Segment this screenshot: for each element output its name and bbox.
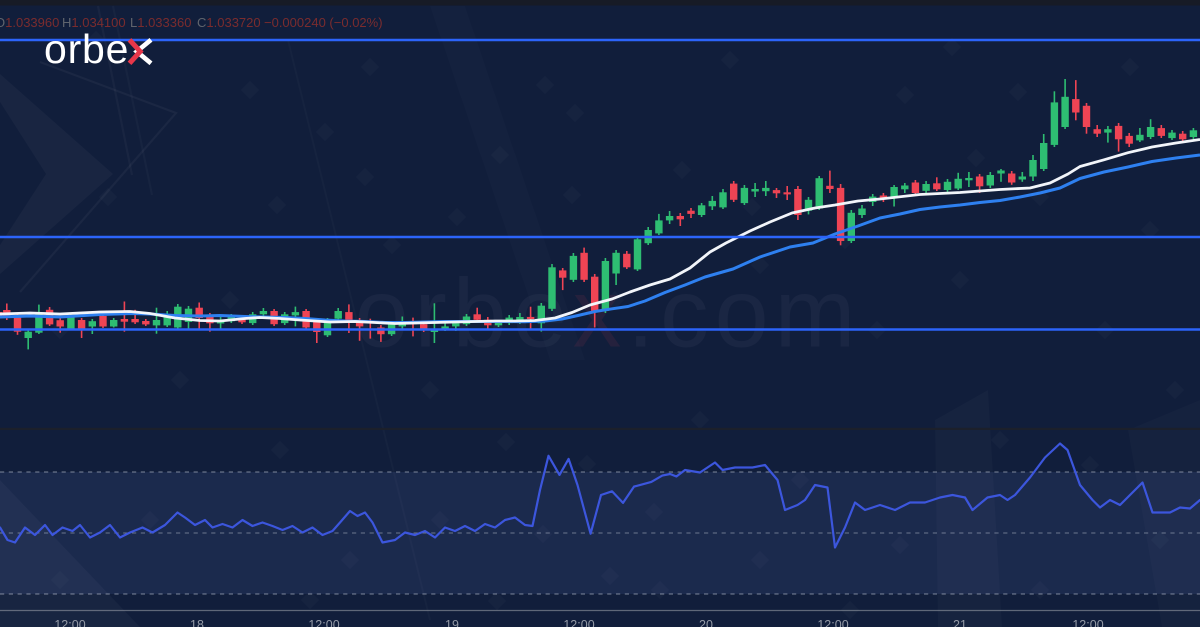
svg-text:12:00: 12:00 xyxy=(563,618,594,627)
svg-text:12:00: 12:00 xyxy=(308,618,339,627)
svg-text:orbe: orbe xyxy=(44,26,129,72)
svg-text:−0.000240 (−0.02%): −0.000240 (−0.02%) xyxy=(264,15,383,30)
svg-text:18: 18 xyxy=(190,618,204,627)
svg-text:19: 19 xyxy=(445,618,459,627)
svg-text:21: 21 xyxy=(953,618,967,627)
svg-text:12:00: 12:00 xyxy=(1072,618,1103,627)
svg-text:20: 20 xyxy=(699,618,713,627)
svg-text:H1.034100: H1.034100 xyxy=(62,15,126,30)
svg-text:12:00: 12:00 xyxy=(54,618,85,627)
svg-text:O1.033960: O1.033960 xyxy=(0,15,59,30)
svg-text:L1.033360: L1.033360 xyxy=(130,15,191,30)
svg-text:12:00: 12:00 xyxy=(817,618,848,627)
svg-text:C1.033720: C1.033720 xyxy=(197,15,261,30)
